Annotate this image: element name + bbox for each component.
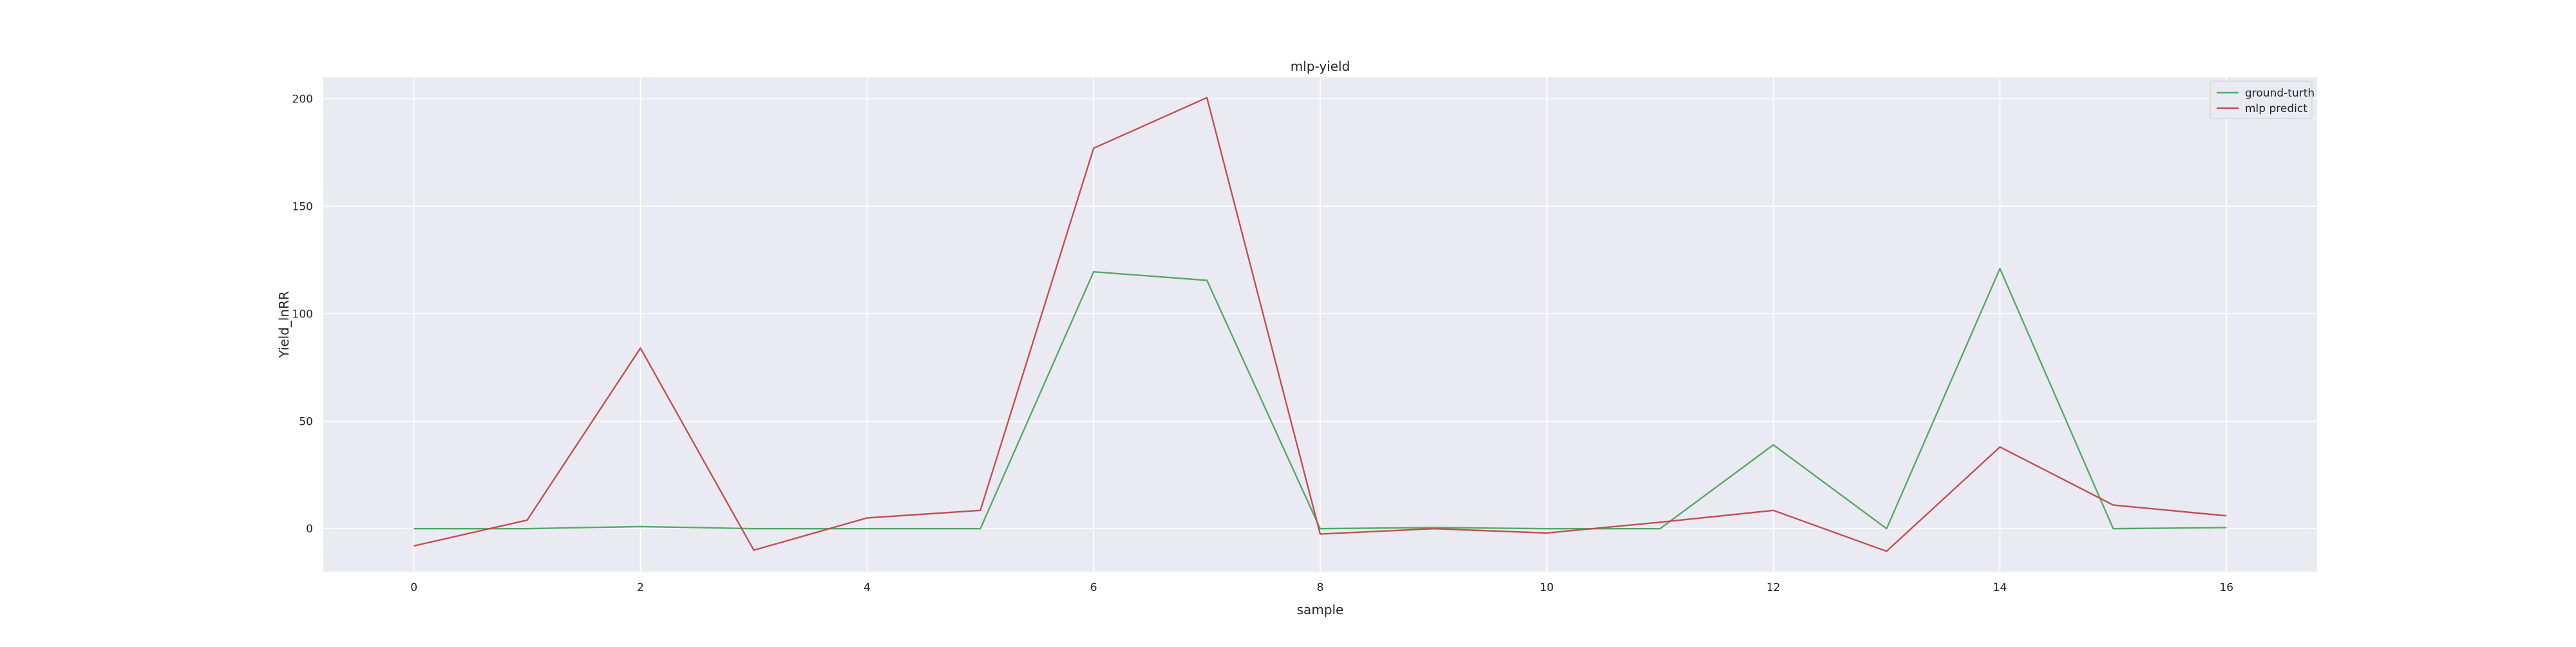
- x-tick-label: 16: [2219, 581, 2233, 594]
- y-tick-label: 0: [306, 523, 313, 536]
- y-tick-label: 200: [292, 93, 313, 106]
- chart-title: mlp-yield: [1291, 59, 1350, 74]
- x-tick-label: 14: [1993, 581, 2007, 594]
- legend: ground-turth mlp predict: [2210, 80, 2315, 119]
- x-tick-label: 6: [1090, 581, 1097, 594]
- x-tick-label: 4: [864, 581, 871, 594]
- legend-box: [2210, 80, 2313, 119]
- y-tick-label: 50: [299, 415, 313, 428]
- x-tick-label: 10: [1540, 581, 1554, 594]
- y-tick-label: 150: [292, 200, 313, 213]
- tick-labels: 0 2 4 6 8 10 12 14 16 0 50 100 150 200: [292, 93, 2234, 594]
- x-tick-label: 12: [1766, 581, 1781, 594]
- series-layer: [413, 97, 2227, 552]
- y-axis-label: Yield_lnRR: [276, 291, 292, 359]
- x-axis-label: sample: [1297, 602, 1344, 617]
- series-line-ground-truth: [413, 268, 2227, 530]
- legend-label: ground-turth: [2245, 87, 2315, 100]
- x-tick-label: 8: [1317, 581, 1324, 594]
- x-tick-label: 2: [637, 581, 644, 594]
- legend-label: mlp predict: [2245, 102, 2307, 115]
- series-line-mlp-predict: [413, 97, 2227, 552]
- y-tick-label: 100: [292, 308, 313, 321]
- x-tick-label: 0: [410, 581, 417, 594]
